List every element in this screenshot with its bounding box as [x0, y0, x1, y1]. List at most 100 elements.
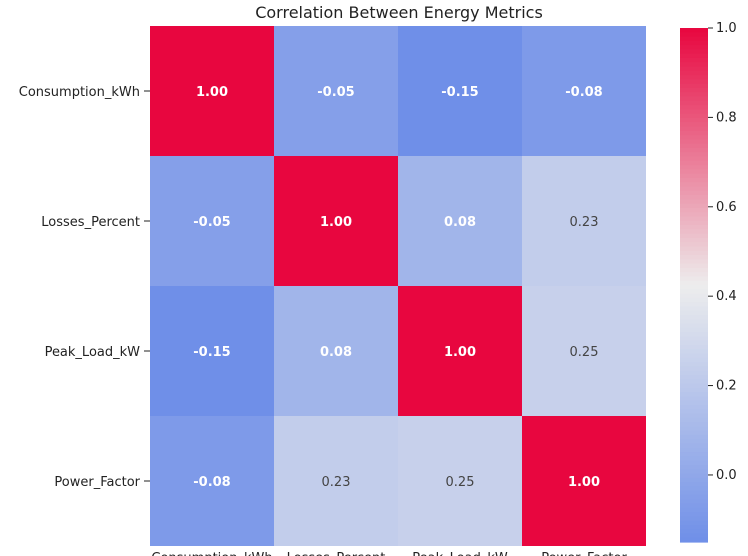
colorbar-segment	[680, 246, 708, 252]
colorbar-tick-label: 0.6	[716, 200, 737, 215]
colorbar-segment	[680, 529, 708, 535]
colorbar-segment	[680, 147, 708, 153]
heatmap-cell	[398, 156, 522, 286]
colorbar-segment	[680, 92, 708, 98]
colorbar-segment	[680, 327, 708, 333]
colorbar-segment	[680, 486, 708, 492]
cell-value-label: 1.00	[568, 475, 600, 490]
colorbar-segment	[680, 280, 708, 286]
colorbar-segment	[680, 229, 708, 235]
colorbar-segment	[680, 186, 708, 192]
heatmap-cell	[398, 416, 522, 546]
colorbar-segment	[680, 57, 708, 63]
col-tick-label: Peak_Load_kW	[412, 551, 508, 556]
colorbar-segment	[680, 263, 708, 269]
colorbar-segment	[680, 507, 708, 513]
cell-value-label: 0.25	[570, 345, 599, 360]
colorbar-segment	[680, 126, 708, 132]
colorbar-segment	[680, 404, 708, 410]
colorbar-segment	[680, 473, 708, 479]
colorbar-segment	[680, 267, 708, 273]
colorbar-segment	[680, 370, 708, 376]
cell-value-label: -0.15	[441, 85, 478, 100]
colorbar-segment	[680, 122, 708, 128]
colorbar-segment	[680, 374, 708, 380]
heatmap-cells: 1.00 -0.05 -0.15 -0.08 -0.05 1.00 0.08 0.23 -0.1…	[150, 26, 646, 546]
colorbar-segment	[680, 323, 708, 329]
colorbar-segment	[680, 353, 708, 359]
colorbar-segment	[680, 314, 708, 320]
colorbar-segment	[680, 207, 708, 213]
colorbar-segment	[680, 520, 708, 526]
cell-value-label: 1.00	[320, 215, 352, 230]
chart-title: Correlation Between Energy Metrics	[255, 3, 543, 22]
colorbar-segment	[680, 190, 708, 196]
colorbar-segment	[680, 417, 708, 423]
colorbar-segment	[680, 293, 708, 299]
colorbar-segment	[680, 503, 708, 509]
colorbar-segment	[680, 533, 708, 539]
heatmap-cell	[150, 286, 274, 416]
colorbar-segment	[680, 242, 708, 248]
heatmap-cell	[398, 286, 522, 416]
colorbar-segment	[680, 512, 708, 517]
colorbar-segment	[680, 366, 708, 372]
colorbar-segment	[680, 96, 708, 102]
colorbar: 0.0 0.2 0.4 0.6 0.8 1.0	[680, 21, 737, 543]
heatmap-cell	[522, 286, 646, 416]
colorbar-segment	[680, 434, 708, 440]
colorbar-segment	[680, 177, 708, 183]
colorbar-segment	[680, 302, 708, 308]
heatmap-cell	[522, 416, 646, 546]
colorbar-segment	[680, 53, 708, 59]
colorbar-segment	[680, 499, 708, 505]
colorbar-segment	[680, 400, 708, 406]
colorbar-segment	[680, 456, 708, 462]
colorbar-segment	[680, 259, 708, 265]
colorbar-segment	[680, 233, 708, 239]
colorbar-segment	[680, 220, 708, 226]
col-tick-label: Losses_Percent	[287, 551, 386, 556]
colorbar-segment	[680, 443, 708, 449]
colorbar-segment	[680, 216, 708, 222]
colorbar-segment	[680, 379, 708, 385]
heatmap-cell	[150, 156, 274, 286]
colorbar-segment	[680, 344, 708, 350]
cell-value-label: 0.08	[320, 345, 352, 360]
colorbar-segment	[680, 143, 708, 149]
cell-value-label: -0.15	[193, 345, 230, 360]
colorbar-segment	[680, 36, 708, 42]
colorbar-segment	[680, 169, 708, 175]
col-tick-labels: Consumption_kWh Losses_Percent Peak_Load_k…	[151, 551, 627, 556]
colorbar-segment	[680, 297, 708, 303]
colorbar-segment	[680, 100, 708, 106]
row-tick-label: Consumption_kWh	[19, 85, 140, 100]
cell-value-label: 0.23	[570, 215, 599, 230]
cell-value-label: 0.25	[446, 475, 475, 490]
colorbar-tick-label: 0.8	[716, 110, 737, 125]
col-tick-label: Power_Factor	[541, 551, 627, 556]
colorbar-segment	[680, 422, 708, 427]
cell-value-label: 0.23	[322, 475, 351, 490]
colorbar-segment	[680, 49, 708, 55]
colorbar-segment	[680, 426, 708, 432]
cell-value-label: 1.00	[444, 345, 476, 360]
colorbar-segment	[680, 447, 708, 453]
cell-value-label: -0.08	[565, 85, 602, 100]
colorbar-segment	[680, 83, 708, 89]
colorbar-segment	[680, 289, 708, 295]
heatmap-cell	[398, 26, 522, 156]
colorbar-segment	[680, 117, 708, 123]
colorbar-segment	[680, 160, 708, 166]
colorbar-segment	[680, 225, 708, 230]
colorbar-segment	[680, 203, 708, 209]
colorbar-segment	[680, 45, 708, 51]
row-tick-label: Power_Factor	[54, 475, 140, 490]
cell-value-label: -0.05	[193, 215, 230, 230]
colorbar-segment	[680, 383, 708, 389]
colorbar-segment	[680, 105, 708, 110]
colorbar-segment	[680, 195, 708, 200]
colorbar-segment	[680, 272, 708, 278]
colorbar-segment	[680, 237, 708, 243]
colorbar-segment	[680, 409, 708, 415]
